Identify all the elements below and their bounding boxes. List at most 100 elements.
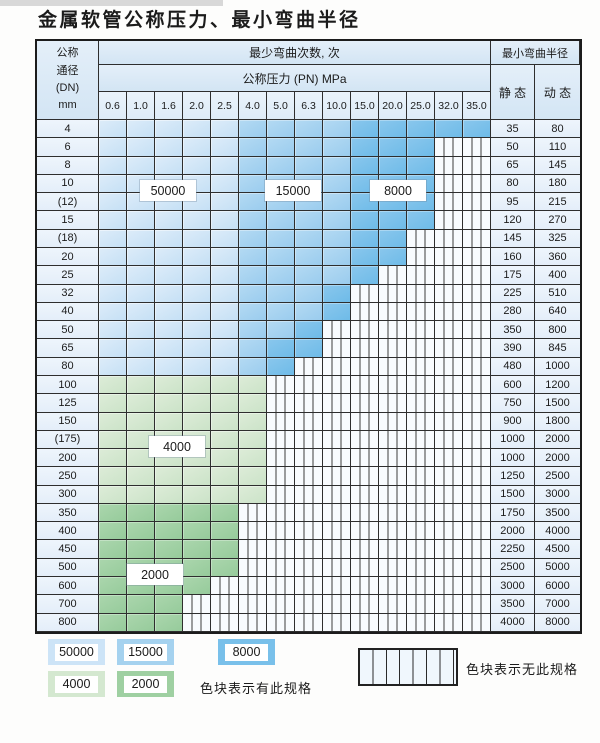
matrix-cell-b3 (295, 321, 323, 340)
matrix-cell-h (463, 211, 491, 230)
matrix-cell-g1 (127, 394, 155, 413)
matrix-cell-h (351, 357, 379, 376)
static-value-cell: 225 (491, 284, 535, 303)
dn-label-cell: 8 (37, 156, 99, 175)
dn-header-line: mm (58, 99, 77, 112)
matrix-cell-b3 (379, 211, 407, 230)
matrix-cell-h (463, 430, 491, 450)
matrix-cell-b2 (323, 193, 351, 212)
matrix-cell-g1 (211, 485, 239, 504)
matrix-cell-b1 (155, 247, 183, 267)
dynamic-value-cell: 1800 (535, 412, 580, 431)
matrix-cell-b1 (127, 211, 155, 230)
matrix-cell-h (435, 595, 463, 614)
matrix-cell-g1 (155, 412, 183, 431)
static-value-cell: 1500 (491, 485, 535, 504)
matrix-cell-h (463, 577, 491, 596)
matrix-cell-h (407, 595, 435, 614)
matrix-cell-b2 (267, 321, 295, 340)
matrix-cell-b3 (435, 120, 463, 139)
matrix-cell-h (267, 394, 295, 413)
matrix-cell-b3 (351, 120, 379, 139)
matrix-cell-h (463, 467, 491, 486)
dn-label-cell: 700 (37, 595, 99, 614)
pressure-value-cell: 25.0 (407, 92, 435, 119)
legend-swatch-label: 2000 (124, 675, 167, 693)
dynamic-value-cell: 270 (535, 211, 580, 230)
matrix-cell-h (351, 284, 379, 303)
matrix-cell-g2 (127, 613, 155, 632)
matrix-cell-b1 (127, 266, 155, 285)
matrix-cell-g1 (239, 412, 267, 431)
matrix-cell-h (239, 540, 267, 559)
matrix-cell-b1 (211, 229, 239, 248)
matrix-cell-h (463, 266, 491, 285)
matrix-cell-h (379, 467, 407, 486)
matrix-cell-b2 (239, 284, 267, 303)
matrix-cell-h (463, 503, 491, 523)
matrix-cell-b3 (379, 120, 407, 139)
matrix-cell-h (435, 211, 463, 230)
matrix-cell-b1 (211, 339, 239, 358)
matrix-cell-h (407, 339, 435, 358)
matrix-cell-b1 (183, 302, 211, 322)
matrix-cell-h (379, 613, 407, 632)
matrix-cell-h (435, 375, 463, 395)
matrix-cell-h (267, 449, 295, 468)
matrix-cell-b2 (239, 357, 267, 376)
table-row: 32 225 510 (37, 284, 580, 303)
matrix-cell-h (463, 156, 491, 175)
matrix-cell-h (435, 540, 463, 559)
matrix-cell-g1 (239, 485, 267, 504)
matrix-cell-b2 (295, 229, 323, 248)
matrix-cell-h (463, 321, 491, 340)
static-value-cell: 1000 (491, 449, 535, 468)
matrix-cell-h (323, 485, 351, 504)
matrix-cell-h (295, 449, 323, 468)
matrix-cell-g2 (99, 522, 127, 541)
matrix-cell-b1 (155, 211, 183, 230)
table-row: 25 175 400 (37, 266, 580, 285)
matrix-cell-h (379, 394, 407, 413)
matrix-cell-b2 (267, 247, 295, 267)
matrix-cell-b3 (463, 120, 491, 139)
legend-absent-text: 色块表示无此规格 (466, 662, 579, 677)
matrix-cell-b1 (183, 156, 211, 175)
matrix-cell-h (351, 302, 379, 322)
matrix-cell-h (351, 503, 379, 523)
table-row: 700 3500 7000 (37, 595, 580, 614)
static-column-header: 静 态 (491, 65, 535, 120)
table-row: 8 65 145 (37, 156, 580, 175)
dynamic-value-cell: 360 (535, 247, 580, 267)
matrix-cell-b1 (99, 193, 127, 212)
scan-edge-artifact (0, 0, 223, 6)
matrix-cell-h (323, 449, 351, 468)
matrix-cell-h (463, 375, 491, 395)
static-value-cell: 2250 (491, 540, 535, 559)
matrix-cell-h (295, 522, 323, 541)
matrix-cell-h (323, 522, 351, 541)
matrix-cell-b2 (295, 302, 323, 322)
matrix-cell-b1 (127, 120, 155, 139)
dynamic-value-cell: 1200 (535, 375, 580, 395)
matrix-cell-h (463, 522, 491, 541)
static-value-cell: 3000 (491, 577, 535, 596)
matrix-cell-b1 (211, 193, 239, 212)
matrix-cell-b3 (351, 211, 379, 230)
matrix-cell-g2 (155, 503, 183, 523)
matrix-cell-g1 (183, 485, 211, 504)
matrix-cell-h (435, 485, 463, 504)
matrix-cell-b3 (351, 138, 379, 157)
legend-swatch-label: 8000 (225, 643, 268, 661)
matrix-cell-h (407, 247, 435, 267)
matrix-cell-g2 (155, 522, 183, 541)
matrix-cell-b2 (267, 138, 295, 157)
dn-label-cell: 10 (37, 174, 99, 194)
matrix-cell-g1 (127, 467, 155, 486)
matrix-cell-h (323, 540, 351, 559)
table-header: 公称 通径 (DN) mm 最少弯曲次数, 次 最小弯曲半径 公称压力 (PN) MP… (37, 41, 580, 120)
matrix-cell-g1 (127, 375, 155, 395)
matrix-cell-h (407, 321, 435, 340)
matrix-cell-g1 (239, 467, 267, 486)
dn-label-cell: 350 (37, 503, 99, 523)
